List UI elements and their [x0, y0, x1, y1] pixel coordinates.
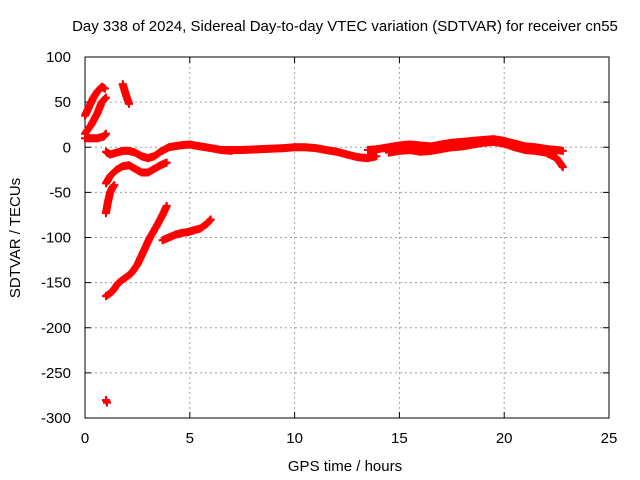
y-tick-label: -200: [41, 320, 71, 337]
y-tick-label: -150: [41, 275, 71, 292]
series-arc-1: [81, 82, 109, 120]
data-point: [205, 216, 214, 225]
series-arc-13: [384, 137, 567, 172]
x-tick-label: 20: [496, 430, 513, 447]
x-tick-label: 0: [81, 430, 89, 447]
data-point: [162, 158, 171, 167]
data-point: [372, 152, 381, 161]
data-point: [101, 93, 110, 102]
y-axis-label: SDTVAR / TECUs: [7, 178, 24, 298]
x-tick-label: 15: [391, 430, 408, 447]
data-point: [206, 215, 215, 224]
y-tick-label: -250: [41, 365, 71, 382]
data-point: [558, 163, 567, 172]
data-point: [110, 181, 119, 190]
y-tick-label: -300: [41, 410, 71, 427]
series-arc-4: [101, 140, 236, 163]
y-tick-label: -100: [41, 230, 71, 247]
series-arc-5: [118, 80, 134, 108]
series-arc-7: [101, 181, 119, 218]
x-tick-label: 5: [186, 430, 194, 447]
x-axis-label: GPS time / hours: [288, 458, 402, 475]
data-point: [100, 94, 109, 103]
series-arc-11: [217, 143, 381, 163]
chart-title: Day 338 of 2024, Sidereal Day-to-day VTE…: [72, 18, 618, 35]
x-tick-label: 10: [286, 430, 303, 447]
y-tick-label: 50: [54, 94, 71, 111]
data-point: [125, 99, 134, 108]
data-point: [103, 398, 112, 407]
series-arc-10: [101, 395, 112, 407]
data-point: [101, 129, 110, 138]
series-arc-3: [81, 129, 110, 143]
series-arc-2: [81, 93, 110, 138]
series-arc-6: [101, 158, 171, 188]
data-point: [162, 201, 171, 210]
y-tick-label: 100: [46, 49, 71, 66]
y-tick-label: 0: [63, 139, 71, 156]
series-arc-9: [158, 215, 215, 245]
data-point: [100, 84, 109, 93]
data-points: [81, 80, 567, 407]
grid-lines: [85, 57, 609, 418]
x-tick-label: 25: [601, 430, 618, 447]
y-tick-label: -50: [49, 184, 71, 201]
axis-ticks: 0 5 10 15 20 25 -300 -250 -200 -150 -100 -50 0 50 100: [41, 49, 617, 447]
series-arc-8: [101, 201, 171, 301]
data-point: [558, 146, 567, 155]
